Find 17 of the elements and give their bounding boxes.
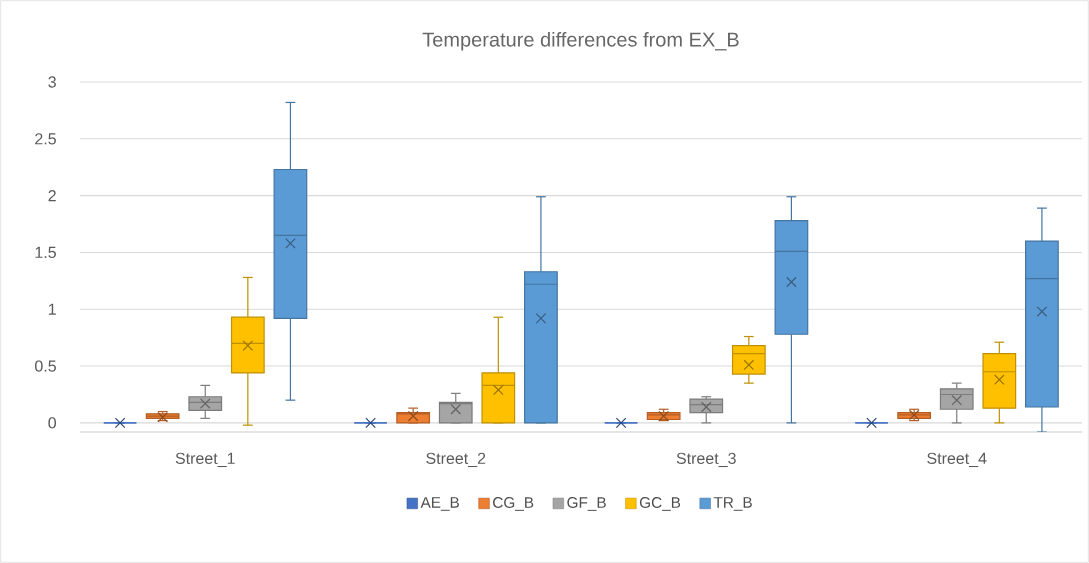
y-tick-label: 0.5: [35, 360, 56, 372]
legend-label: GF_B: [567, 497, 606, 511]
legend-label: AE_B: [420, 497, 459, 511]
y-tick-label: 2: [48, 190, 56, 202]
x-tick-label: Street_1: [175, 452, 235, 468]
x-tick-label: Street_2: [426, 452, 486, 468]
y-tick-label: 0: [48, 417, 57, 429]
y-tick-label: 3: [48, 76, 56, 88]
y-tick-label: 1.5: [35, 246, 56, 259]
x-tick-label: Street_3: [676, 452, 736, 468]
legend-label: TR_B: [713, 497, 752, 511]
chart-title: Temperature differences from EX_B: [422, 31, 739, 51]
legend-label: GC_B: [639, 497, 681, 511]
legend-label: CG_B: [493, 497, 534, 511]
x-tick-label: Street_4: [927, 452, 987, 468]
y-tick-label: 2.5: [35, 133, 56, 145]
y-tick-label: 1: [48, 303, 56, 315]
